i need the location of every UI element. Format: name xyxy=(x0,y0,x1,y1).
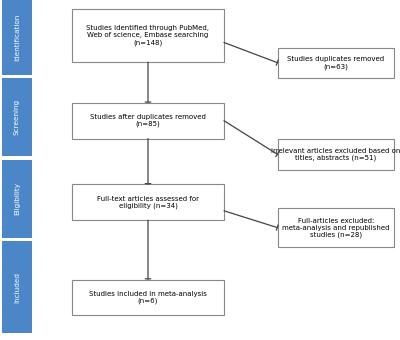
Bar xyxy=(278,48,394,78)
Text: Screening: Screening xyxy=(14,99,20,135)
Text: Full-articles excluded:
meta-analysis and republished
studies (n=28): Full-articles excluded: meta-analysis an… xyxy=(282,218,390,238)
Bar xyxy=(72,279,224,316)
Text: Studies included in meta-analysis
(n=6): Studies included in meta-analysis (n=6) xyxy=(89,291,207,304)
Text: Studies identified through PubMed,
Web of science, Embase searching
(n=148): Studies identified through PubMed, Web o… xyxy=(86,26,210,46)
Text: Studies duplicates removed
(n=63): Studies duplicates removed (n=63) xyxy=(288,56,384,70)
Bar xyxy=(72,10,224,62)
Bar xyxy=(2,160,32,238)
Bar xyxy=(72,103,224,139)
Text: Irrelevant articles excluded based on
titles, abstracts (n=51): Irrelevant articles excluded based on ti… xyxy=(271,148,400,162)
Text: Full-text articles assessed for
eligibility (n=34): Full-text articles assessed for eligibil… xyxy=(97,195,199,209)
Bar xyxy=(72,184,224,220)
Text: Studies after duplicates removed
(n=85): Studies after duplicates removed (n=85) xyxy=(90,114,206,128)
Bar xyxy=(2,241,32,333)
Bar xyxy=(2,78,32,156)
Text: Eligibility: Eligibility xyxy=(14,182,20,216)
Bar xyxy=(2,0,32,75)
Bar xyxy=(278,139,394,170)
Text: Included: Included xyxy=(14,272,20,303)
Bar xyxy=(278,208,394,248)
Text: Identification: Identification xyxy=(14,14,20,61)
